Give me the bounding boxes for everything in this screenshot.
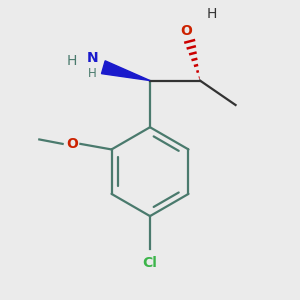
Text: O: O <box>67 137 79 151</box>
Text: H: H <box>207 7 217 21</box>
Text: O: O <box>181 24 193 38</box>
Text: H: H <box>67 54 77 68</box>
Text: N: N <box>86 51 98 65</box>
Text: Cl: Cl <box>142 256 158 270</box>
Polygon shape <box>101 61 150 81</box>
Text: H: H <box>88 68 97 80</box>
